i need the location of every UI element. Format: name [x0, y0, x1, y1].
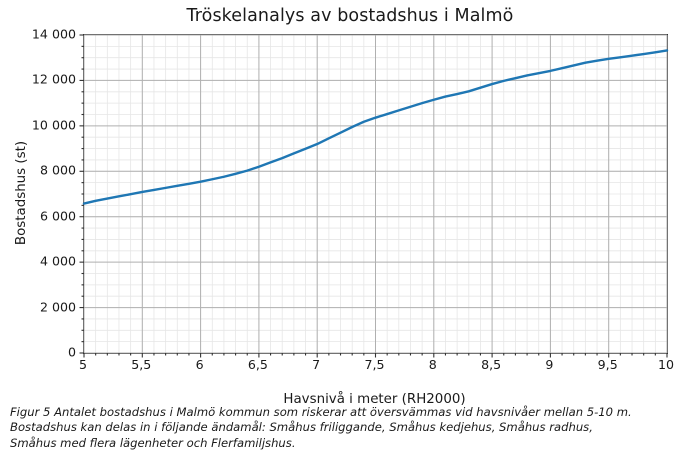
- y-tick-label: 4 000: [39, 253, 76, 269]
- caption-line-3: Småhus med flera lägenheter och Flerfami…: [10, 435, 296, 450]
- data-layer: [84, 35, 667, 353]
- x-tick-label: 6,5: [247, 357, 268, 372]
- y-tick-label: 6 000: [39, 208, 76, 224]
- x-tick-label: 9,5: [597, 357, 618, 372]
- figure-caption: Figur 5 Antalet bostadshus i Malmö kommu…: [10, 405, 694, 451]
- y-tick-label: 8 000: [39, 162, 76, 178]
- x-tick-label: 9: [545, 357, 554, 372]
- y-tick-label: 12 000: [31, 71, 76, 87]
- x-tick-label: 8: [428, 357, 437, 372]
- y-tick-label: 14 000: [31, 26, 76, 42]
- y-tick-label: 2 000: [39, 299, 76, 315]
- tick-marks: [79, 34, 668, 358]
- x-tick-label: 10: [657, 357, 675, 372]
- y-tick-label: 0: [67, 344, 76, 360]
- x-tick-label: 6: [195, 357, 204, 372]
- x-tick-label: 5: [78, 357, 87, 372]
- x-tick-label: 8,5: [481, 357, 502, 372]
- x-tick-label: 7: [312, 357, 321, 372]
- data-series-line: [84, 50, 667, 203]
- x-tick-label: 7,5: [364, 357, 385, 372]
- caption-line-1: Figur 5 Antalet bostadshus i Malmö kommu…: [10, 405, 632, 419]
- y-tick-label: 10 000: [31, 117, 76, 133]
- x-tick-label: 5,5: [131, 357, 152, 372]
- grid-layer: [83, 34, 668, 354]
- major-gridlines: [83, 34, 668, 354]
- plot-area: [79, 34, 668, 358]
- x-axis-label: Havsnivå i meter (RH2000): [283, 392, 466, 407]
- chart-title: Tröskelanalys av bostadshus i Malmö: [186, 6, 514, 26]
- caption-line-2: Bostadshus kan delas in i följande ändam…: [10, 420, 593, 435]
